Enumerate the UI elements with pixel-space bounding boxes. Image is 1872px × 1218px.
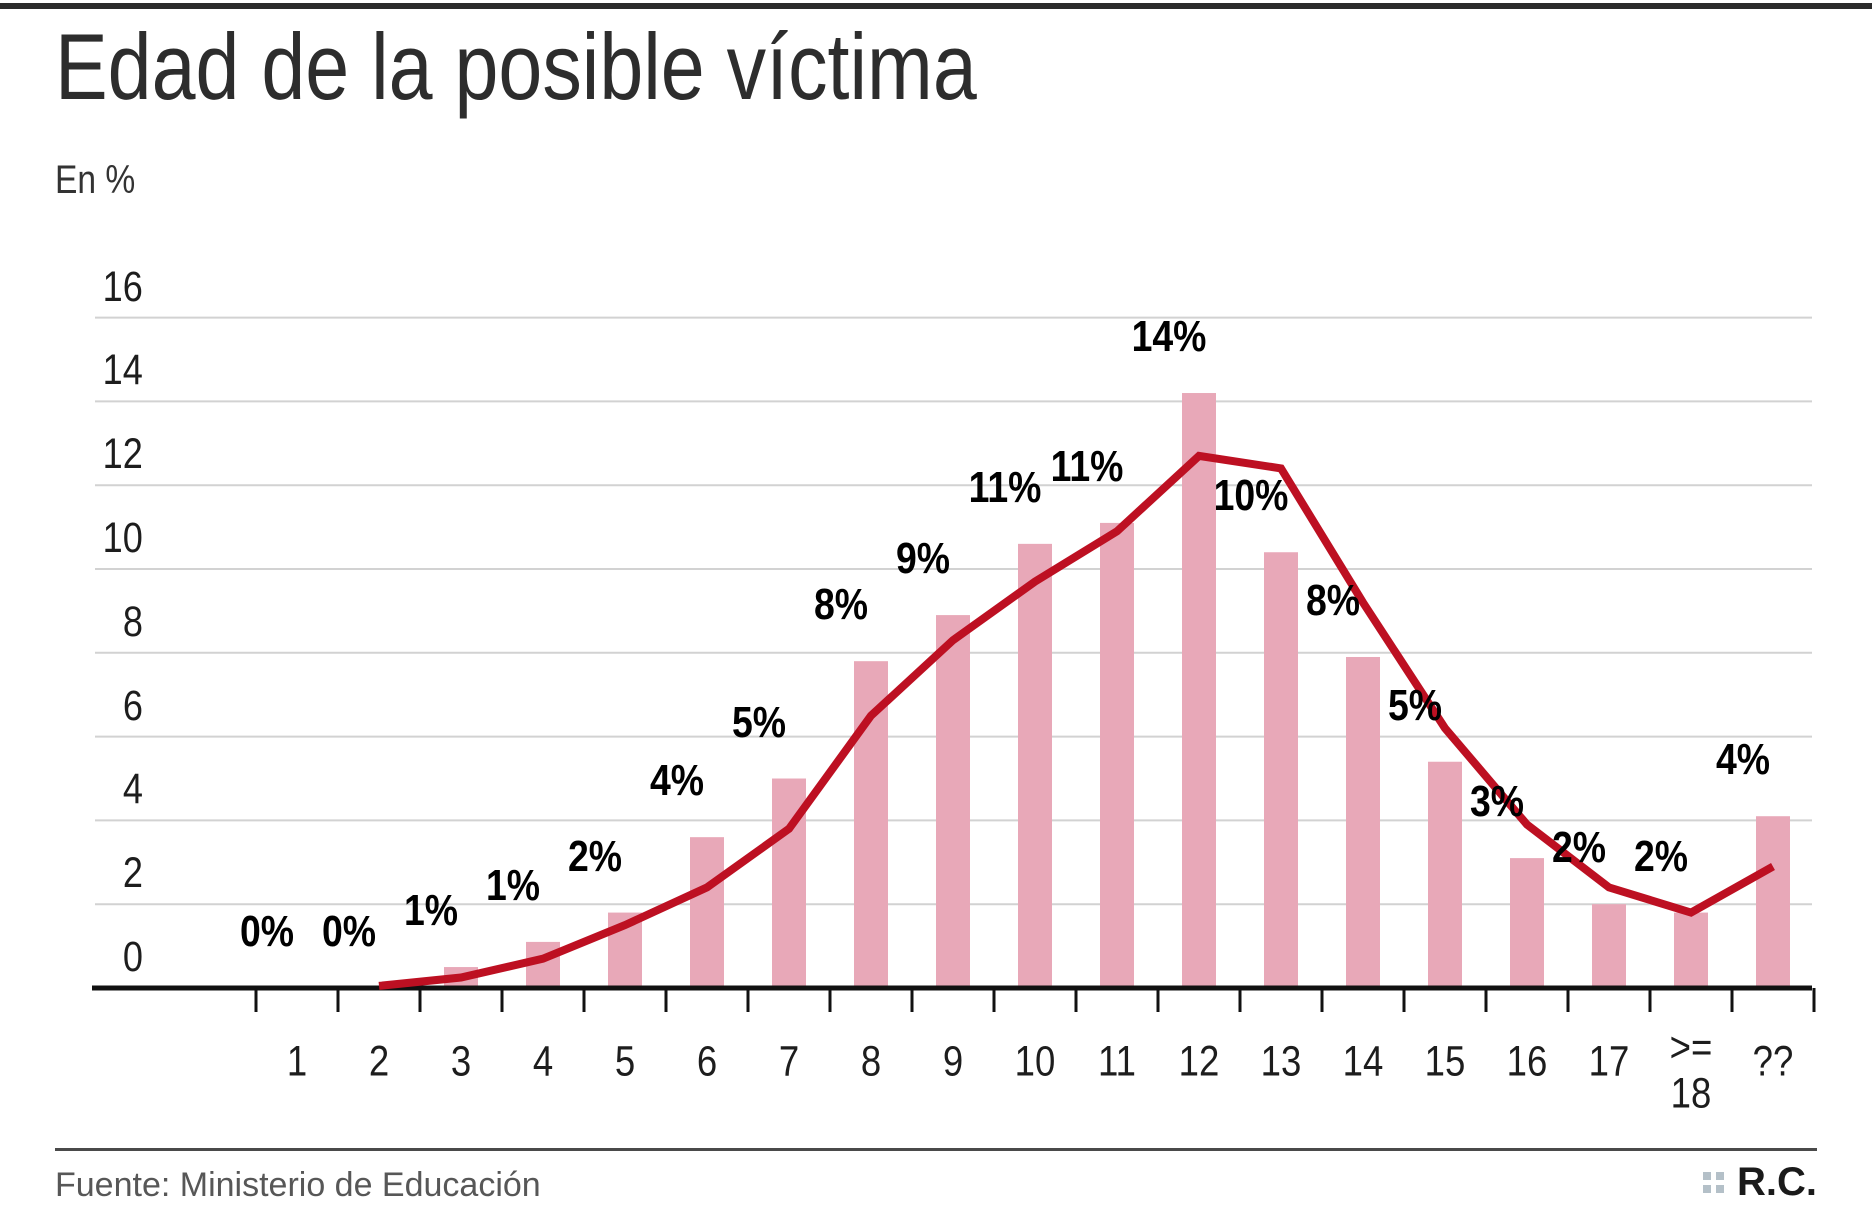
y-axis-label-4: 4	[122, 765, 143, 814]
bar-10	[1018, 543, 1052, 988]
bar-value-label-5: 2%	[567, 831, 623, 881]
four-squares-icon	[1703, 1172, 1724, 1193]
bar-value-label-14: 8%	[1305, 575, 1361, 625]
bar-12	[1182, 393, 1216, 988]
x-axis-label-16: 16	[1506, 1037, 1548, 1086]
x-axis-label-13: 13	[1260, 1037, 1302, 1086]
x-axis-label-14: 14	[1342, 1037, 1384, 1086]
trend-line	[378, 451, 1775, 990]
bar-value-label-4: 1%	[485, 860, 541, 910]
x-axis-label-1: 1	[286, 1037, 308, 1086]
bar-17	[1592, 904, 1626, 988]
x-axis-label-17: 17	[1588, 1037, 1630, 1086]
x-axis-label-6: 6	[696, 1037, 718, 1086]
bar-8	[854, 661, 888, 988]
x-axis-label-9: 9	[942, 1037, 964, 1086]
bar-value-label-9: 9%	[895, 534, 951, 584]
x-axis-label-5: 5	[614, 1037, 636, 1086]
x-axis-label-12: 12	[1178, 1037, 1220, 1086]
x-axis-label-4: 4	[532, 1037, 554, 1086]
y-axis-label-6: 6	[122, 681, 143, 730]
bar-value-label-13: 10%	[1213, 471, 1289, 521]
bar-value-label-6: 4%	[649, 756, 705, 806]
bar-value-label-2: 0%	[321, 907, 377, 956]
bar-value-label-17: 2%	[1551, 823, 1607, 873]
x-axis-label-10: 10	[1014, 1037, 1056, 1086]
publisher-logo: R.C.	[1703, 1160, 1817, 1205]
bar->= 18	[1674, 912, 1708, 988]
bar-value-label-7: 5%	[731, 697, 787, 747]
bar-value-label-3: 1%	[403, 886, 459, 936]
bar-15	[1428, 761, 1462, 988]
bar-value-label->= 18: 2%	[1633, 831, 1689, 881]
y-axis-label-12: 12	[102, 430, 143, 479]
bar-value-label-12: 14%	[1131, 312, 1207, 362]
bar-11	[1100, 522, 1134, 988]
y-axis-label-10: 10	[102, 514, 143, 562]
bar-value-label-11: 11%	[1050, 441, 1124, 491]
bar-value-label-16: 3%	[1469, 777, 1525, 827]
x-axis-label-??: ??	[1752, 1037, 1794, 1086]
page-title-text: Edad de la posible víctima	[55, 14, 977, 119]
y-axis-label-16: 16	[102, 262, 143, 311]
y-axis-label-14: 14	[102, 346, 143, 395]
y-axis-label-0: 0	[122, 933, 143, 981]
bar-6	[690, 837, 724, 988]
bar-value-label-1: 0%	[239, 907, 295, 956]
footer-rule	[55, 1148, 1817, 1151]
bar-value-label-8: 8%	[813, 580, 869, 630]
page-title: Edad de la posible víctima	[55, 14, 1152, 119]
y-axis-label-8: 8	[122, 597, 143, 646]
bar-16	[1510, 858, 1544, 988]
bar-9	[936, 615, 970, 988]
y-axis-label-2: 2	[122, 849, 143, 898]
x-axis-label-11: 11	[1098, 1037, 1136, 1086]
x-axis-label->= 18: >=	[1669, 1023, 1713, 1072]
logo-text: R.C.	[1737, 1160, 1817, 1204]
x-axis-label-2: 2	[368, 1037, 390, 1086]
top-border-rule	[0, 3, 1872, 9]
bar-14	[1346, 656, 1380, 988]
bar-value-label-15: 5%	[1387, 680, 1443, 730]
x-axis-label->= 18-2: 18	[1670, 1069, 1712, 1118]
y-axis-unit-label: En %	[55, 158, 136, 202]
x-axis-label-3: 3	[450, 1037, 472, 1086]
bar-13	[1264, 552, 1298, 988]
x-axis-label-15: 15	[1424, 1037, 1466, 1086]
bar-value-label-10: 11%	[968, 462, 1042, 512]
x-axis-label-7: 7	[778, 1037, 800, 1086]
x-axis-label-8: 8	[860, 1037, 882, 1086]
source-label: Fuente: Ministerio de Educación	[55, 1166, 541, 1204]
bar-??	[1756, 816, 1790, 988]
bar-value-label-??: 4%	[1715, 735, 1771, 785]
